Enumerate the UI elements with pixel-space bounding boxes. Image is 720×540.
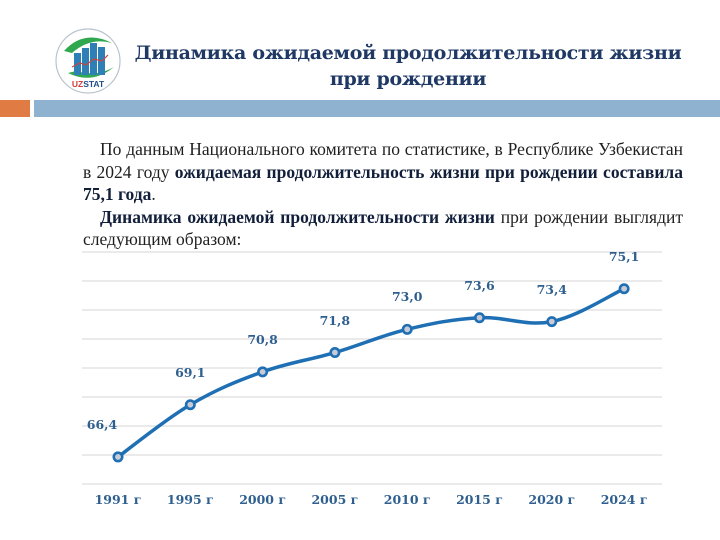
x-axis-label: 2000 г <box>239 492 286 507</box>
data-label: 73,4 <box>536 281 568 297</box>
data-label: 69,1 <box>175 364 206 380</box>
data-point-marker <box>546 316 558 328</box>
intro-text: По данным Национального комитета по стат… <box>83 138 683 251</box>
x-axis-label: 2015 г <box>456 492 503 507</box>
data-label: 73,0 <box>391 289 423 305</box>
x-axis-label: 1995 г <box>166 492 214 507</box>
chart-gridlines <box>82 251 662 485</box>
x-axis-label: 2020 г <box>528 492 576 507</box>
data-label: 66,4 <box>86 416 118 432</box>
title-line-1: Динамика ожидаемой продолжительности жиз… <box>134 42 682 64</box>
paragraph-2: Динамика ожидаемой продолжительности жиз… <box>83 206 683 250</box>
svg-text:UZSTAT: UZSTAT <box>72 79 105 89</box>
x-axis-labels: 1991 г 1995 г 2000 г 2005 г 2010 г 2015 г 2020… <box>0 492 720 512</box>
data-label: 70,8 <box>247 331 278 347</box>
x-axis-label: 2005 г <box>311 492 359 507</box>
x-axis-label: 2024 г <box>600 492 648 507</box>
page-title: Динамика ожидаемой продолжительности жиз… <box>128 40 688 92</box>
data-point-marker <box>473 312 485 324</box>
data-point-marker <box>257 366 269 378</box>
data-point-marker <box>184 399 196 411</box>
chart-markers <box>112 283 630 463</box>
data-label: 73,6 <box>464 277 495 293</box>
data-point-marker <box>401 323 413 335</box>
accent-bar-orange <box>0 100 30 117</box>
x-axis-label: 2010 г <box>383 492 431 507</box>
data-label: 75,1 <box>608 248 640 264</box>
paragraph-1: По данным Национального комитета по стат… <box>83 139 683 204</box>
accent-bar-blue <box>34 100 720 117</box>
x-axis-label: 1991 г <box>94 492 142 507</box>
uzstat-logo: UZSTAT <box>55 28 121 94</box>
data-point-marker <box>618 283 630 295</box>
title-line-2: при рождении <box>329 68 487 90</box>
data-point-marker <box>329 347 341 359</box>
data-label: 71,8 <box>319 312 351 328</box>
data-point-marker <box>112 451 124 463</box>
